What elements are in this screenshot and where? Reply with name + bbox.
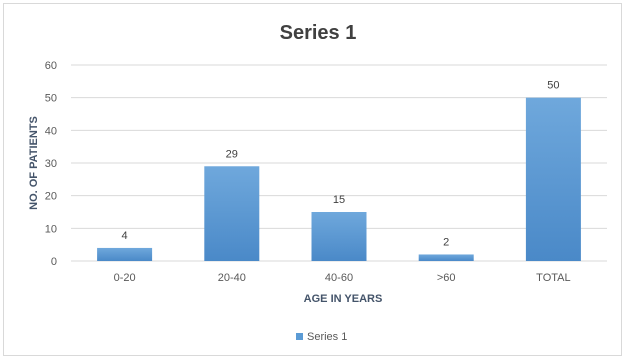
data-label-1: 29 <box>226 148 238 160</box>
y-tick-label: 30 <box>45 158 57 170</box>
x-tick-label-3: >60 <box>437 272 456 284</box>
bars <box>97 97 581 262</box>
y-tick-label: 20 <box>45 191 57 203</box>
legend-swatch <box>296 333 303 340</box>
x-axis-title: AGE IN YEARS <box>304 293 383 305</box>
data-label-2: 15 <box>333 194 345 206</box>
data-labels: 4 29 15 2 50 <box>122 80 560 249</box>
x-tick-label-2: 40-60 <box>325 272 353 284</box>
bar-1 <box>204 166 260 261</box>
x-tick-label-4: TOTAL <box>536 272 570 284</box>
bar-0 <box>97 247 153 261</box>
y-tick-label: 0 <box>51 256 57 268</box>
data-label-3: 2 <box>443 236 449 248</box>
bar-2 <box>311 212 367 261</box>
y-tick-label: 40 <box>45 125 57 137</box>
y-tick-label: 10 <box>45 223 57 235</box>
data-label-4: 50 <box>547 80 559 92</box>
legend-label: Series 1 <box>307 331 347 343</box>
y-tick-label: 60 <box>45 60 57 72</box>
data-label-0: 4 <box>122 230 128 242</box>
legend: Series 1 <box>296 331 347 343</box>
chart-area <box>3 3 622 356</box>
chart-title: Series 1 <box>280 22 357 44</box>
x-tick-label-0: 0-20 <box>114 272 136 284</box>
bar-3 <box>418 254 474 261</box>
y-tick-label: 50 <box>45 93 57 105</box>
x-axis-tick-labels: 0-20 20-40 40-60 >60 TOTAL <box>114 272 571 284</box>
y-axis-tick-labels: 0 10 20 30 40 50 60 <box>45 60 57 268</box>
y-axis-title: NO. OF PATIENTS <box>28 116 40 210</box>
gridlines <box>71 64 607 262</box>
bar-4 <box>525 97 581 262</box>
x-tick-label-1: 20-40 <box>218 272 246 284</box>
